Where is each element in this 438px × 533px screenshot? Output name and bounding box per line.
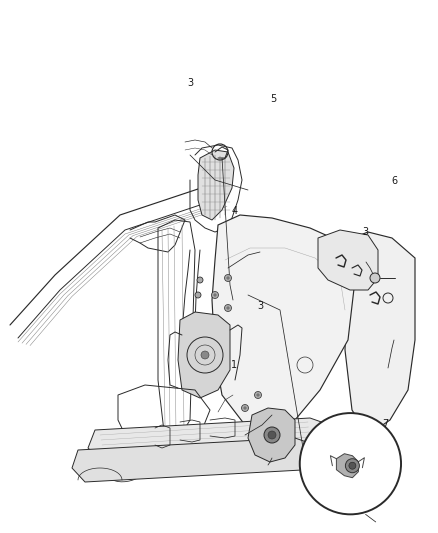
- Polygon shape: [88, 418, 330, 460]
- Circle shape: [195, 292, 201, 298]
- Text: 3: 3: [187, 78, 194, 87]
- Text: 1: 1: [231, 360, 237, 370]
- Polygon shape: [178, 312, 230, 398]
- Polygon shape: [345, 232, 415, 435]
- Circle shape: [300, 413, 401, 514]
- Circle shape: [225, 304, 232, 311]
- Polygon shape: [198, 150, 234, 220]
- Circle shape: [268, 431, 276, 439]
- Polygon shape: [318, 230, 378, 290]
- Polygon shape: [72, 438, 315, 482]
- Circle shape: [201, 351, 209, 359]
- Circle shape: [241, 405, 248, 411]
- Text: 3: 3: [363, 227, 369, 237]
- Polygon shape: [248, 408, 295, 462]
- Text: 7: 7: [382, 419, 389, 429]
- Circle shape: [370, 273, 380, 283]
- Text: 6: 6: [391, 176, 397, 186]
- Circle shape: [264, 427, 280, 443]
- Circle shape: [346, 459, 360, 473]
- Text: 3: 3: [258, 302, 264, 311]
- Circle shape: [197, 277, 203, 283]
- Circle shape: [212, 292, 219, 298]
- Polygon shape: [336, 454, 358, 478]
- Circle shape: [225, 274, 232, 281]
- Circle shape: [349, 462, 356, 469]
- Polygon shape: [212, 215, 355, 435]
- Text: 4: 4: [231, 206, 237, 215]
- Text: 5: 5: [271, 94, 277, 103]
- Circle shape: [254, 392, 261, 399]
